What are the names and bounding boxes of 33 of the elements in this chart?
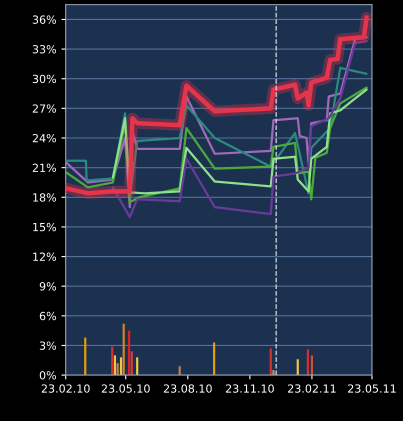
- y-tick-label: 24%: [32, 134, 56, 142]
- x-tick-label: 23.05.11: [348, 384, 396, 393]
- x-tick-label: 23.02.11: [288, 384, 336, 393]
- y-tick-label: 0%: [40, 371, 56, 380]
- line-series: [66, 86, 368, 204]
- bar: [296, 359, 299, 376]
- x-tick-label: 23.05.10: [102, 384, 150, 393]
- x-tick-label: 23.11.10: [226, 384, 274, 393]
- bar: [213, 342, 216, 376]
- bar: [178, 366, 181, 376]
- bar: [136, 357, 138, 376]
- y-tick-label: 30%: [32, 74, 56, 84]
- y-tick-label: 12%: [33, 252, 56, 261]
- line-series: [112, 40, 368, 218]
- bar: [306, 349, 309, 376]
- y-tick-label: 21%: [32, 164, 56, 172]
- line-series: [112, 88, 368, 194]
- bar: [122, 324, 125, 376]
- y-tick-label: 6%: [40, 312, 56, 320]
- bar: [128, 330, 130, 376]
- y-tick-label: 9%: [40, 282, 56, 291]
- x-tick-label: 23.08.10: [164, 384, 212, 393]
- y-tick-label: 36%: [32, 15, 56, 24]
- bar: [111, 346, 114, 376]
- bar: [270, 348, 272, 376]
- x-tick-label: 23.02.10: [42, 384, 90, 393]
- bar: [84, 338, 86, 376]
- y-tick-label: 18%: [33, 193, 56, 202]
- y-tick-label: 33%: [32, 45, 56, 54]
- y-tick-label: 15%: [33, 222, 56, 232]
- y-tick-label: 3%: [40, 341, 56, 350]
- bar: [130, 351, 133, 376]
- y-tick-label: 27%: [32, 104, 56, 113]
